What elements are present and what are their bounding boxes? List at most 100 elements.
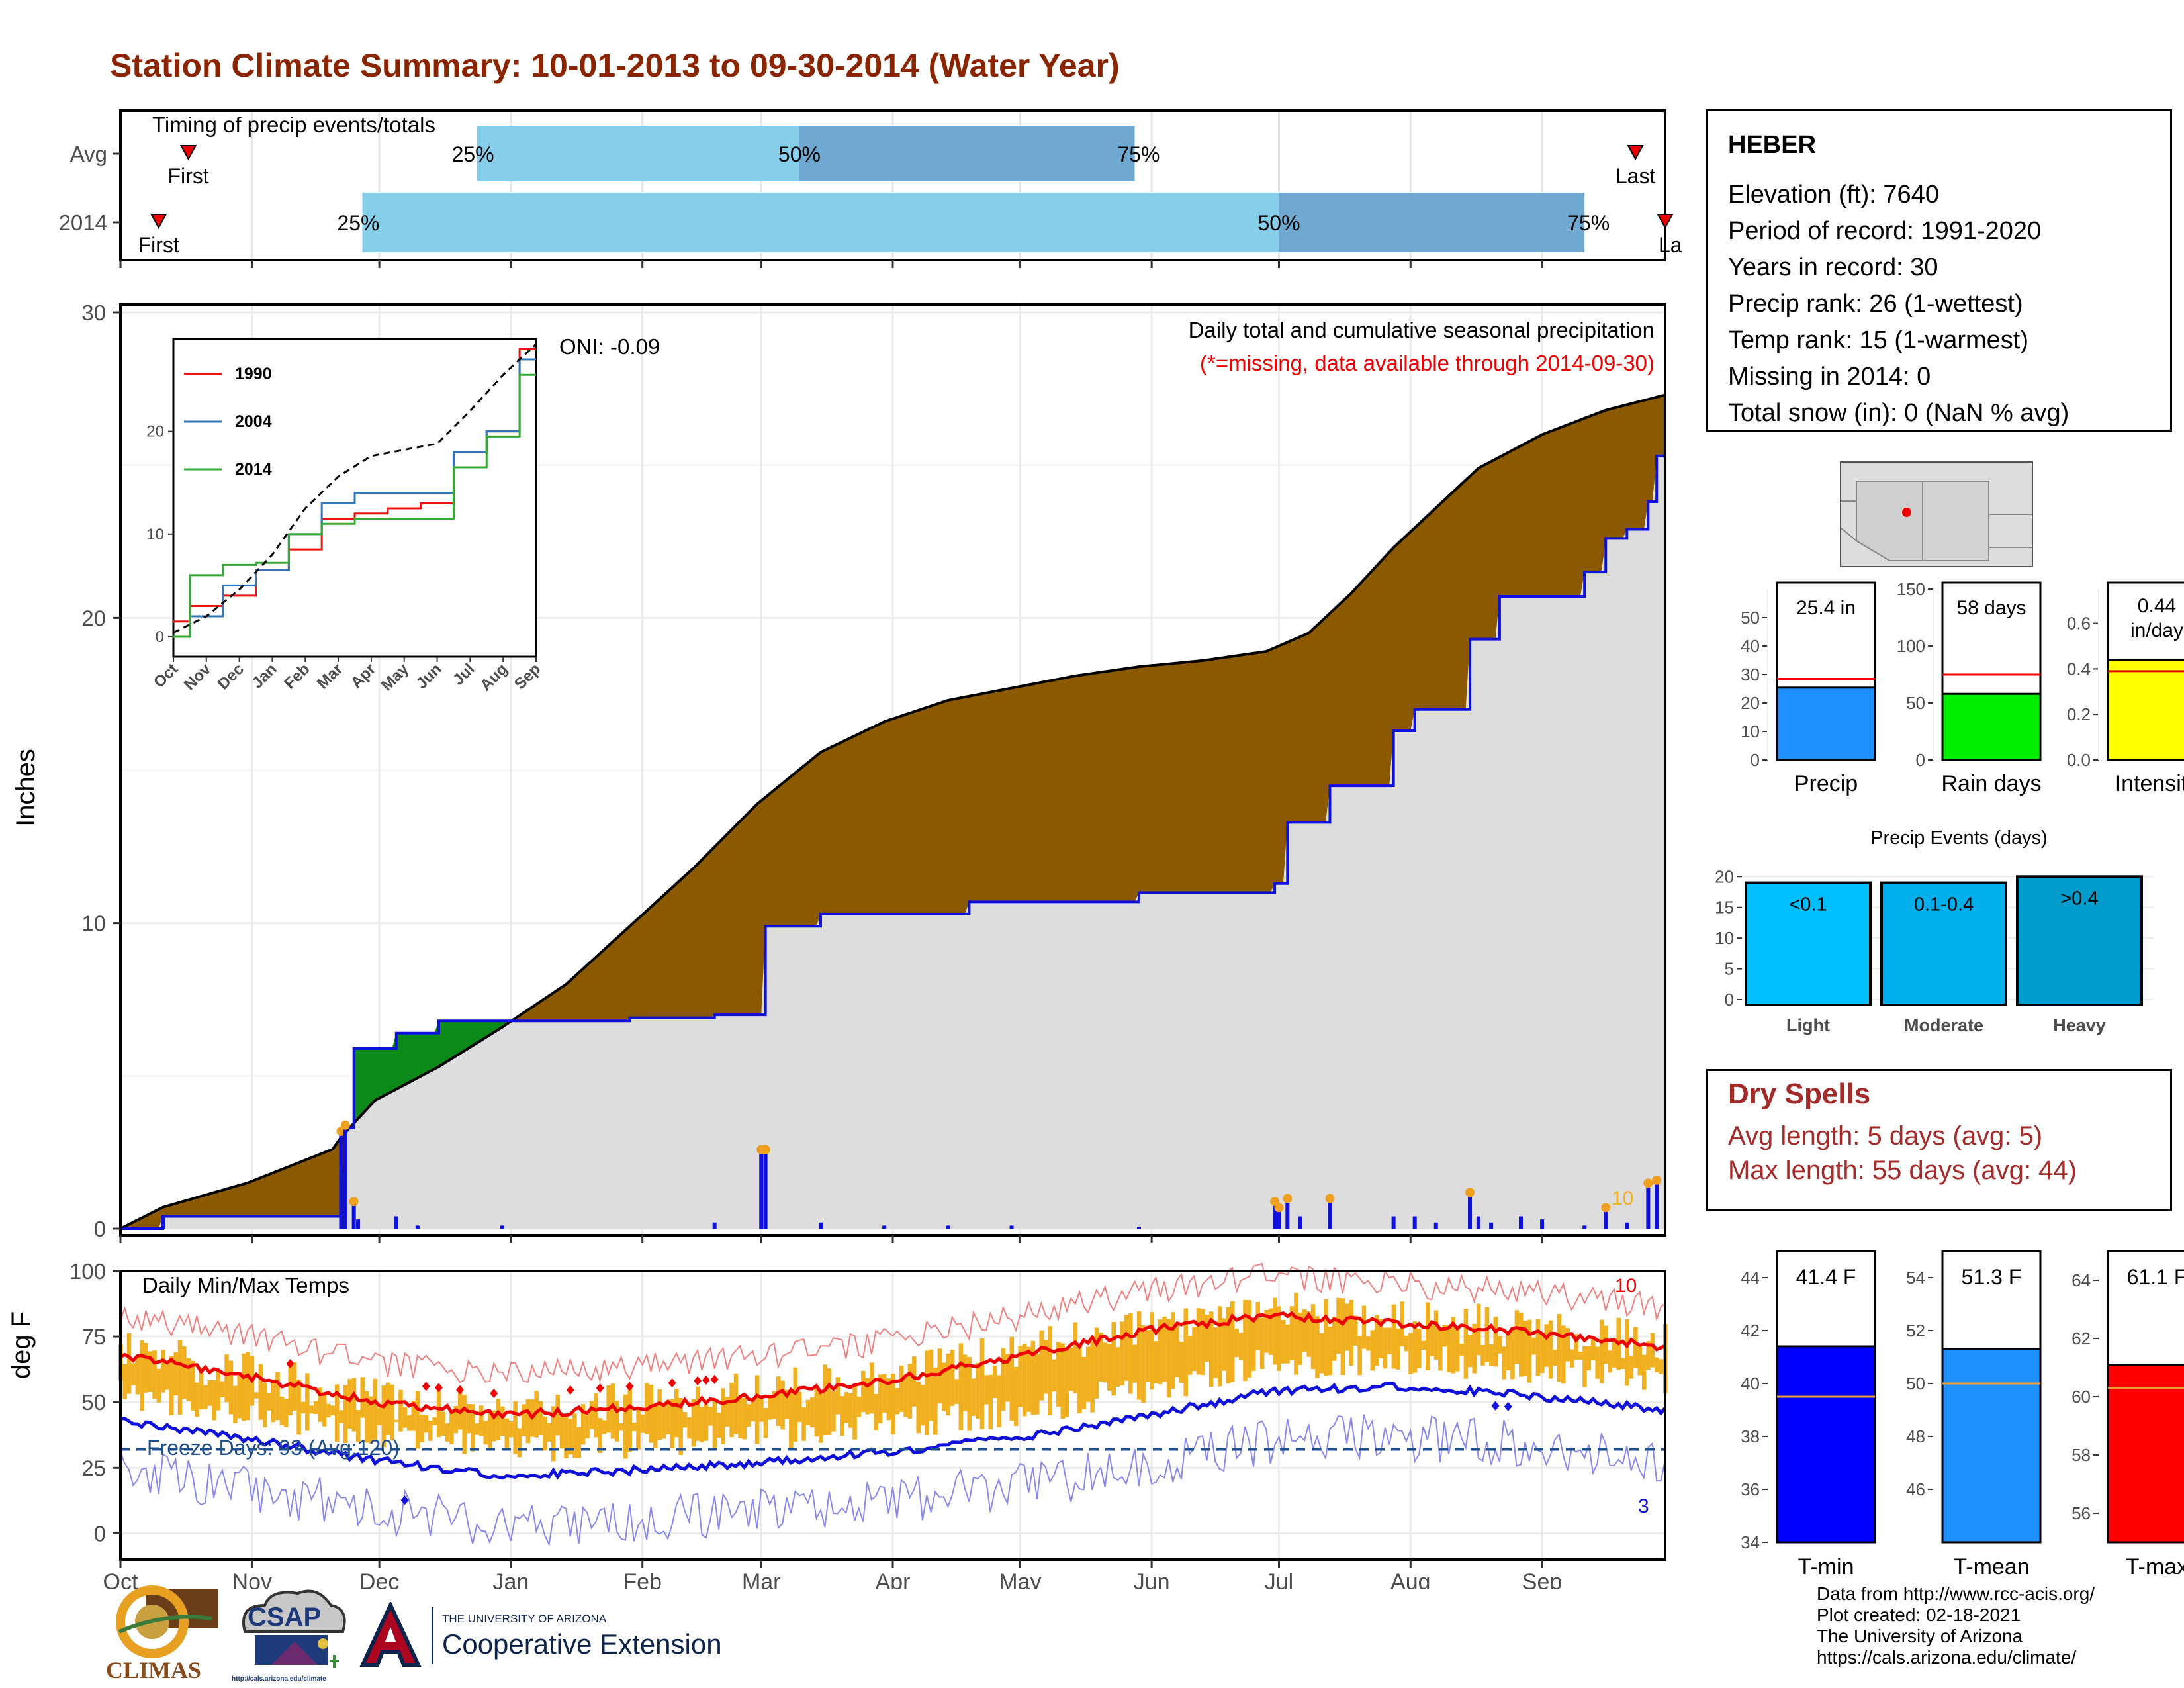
daily-temp-bar (1582, 1346, 1587, 1388)
daily-temp-bar (869, 1362, 874, 1414)
record-precip-marker (1601, 1203, 1611, 1213)
daily-temp-bar (1222, 1318, 1226, 1371)
daily-temp-bar (979, 1338, 985, 1429)
daily-temp-bar (958, 1343, 964, 1430)
daily-temp-bar (1400, 1301, 1404, 1346)
record-high-marker (694, 1376, 702, 1385)
first-event-marker (150, 214, 167, 230)
mini-category-label: Precip (1794, 771, 1858, 796)
daily-temp-bar (704, 1404, 709, 1441)
daily-temp-bar (1183, 1308, 1188, 1397)
record-precip-marker (1465, 1188, 1475, 1197)
daily-temp-bar (1056, 1342, 1061, 1407)
daily-temp-bar (1433, 1310, 1439, 1360)
station-detail-line: Temp rank: 15 (1-warmest) (1728, 326, 2029, 354)
daily-temp-bar (483, 1421, 488, 1445)
daily-temp-bar (131, 1363, 136, 1385)
daily-temp-bar (415, 1391, 420, 1449)
daily-temp-bar (1629, 1355, 1634, 1379)
daily-temp-bar (407, 1415, 412, 1431)
events-title: Precip Events (days) (1870, 827, 2048, 849)
daily-temp-bar (1243, 1299, 1248, 1381)
daily-temp-bar (199, 1367, 204, 1410)
temp-y-tick-label: 50 (81, 1390, 106, 1415)
tbar-y-tick-label: 58 (2071, 1445, 2091, 1465)
daily-temp-bar (462, 1395, 467, 1454)
tbar-y-tick-label: 48 (1906, 1427, 1925, 1446)
daily-temp-bar (233, 1385, 238, 1423)
mini-value-label: 58 days (1956, 597, 2026, 619)
timing-row-label: 2014 (59, 211, 107, 235)
daily-temp-bar (1463, 1309, 1469, 1379)
daily-temp-bar (1264, 1310, 1269, 1353)
tbar-y-tick-label: 60 (2071, 1387, 2091, 1407)
timing-bar-50-75 (799, 126, 1135, 181)
timing-p50-label: 50% (1257, 211, 1300, 235)
inset-x-tick-label: Sep (511, 660, 544, 693)
daily-temp-bar (1073, 1322, 1078, 1393)
daily-temp-bar (1136, 1311, 1142, 1400)
month-label: Aug (1390, 1570, 1431, 1589)
daily-temp-bar (746, 1404, 751, 1427)
daily-temp-bar (1285, 1324, 1290, 1364)
record-precip-marker (1643, 1178, 1653, 1188)
daily-temp-bar (1162, 1316, 1167, 1382)
daily-temp-bar (1208, 1311, 1214, 1387)
daily-temp-bar (373, 1378, 378, 1441)
record-precip-marker (349, 1197, 359, 1207)
daily-temp-bar (988, 1374, 993, 1429)
daily-temp-bar (886, 1378, 891, 1421)
tbar-value-label: 51.3 F (1962, 1265, 2022, 1289)
daily-temp-bar (1646, 1341, 1651, 1370)
daily-temp-bar (733, 1373, 739, 1434)
daily-temp-bar (1001, 1348, 1006, 1411)
daily-temp-bar (1009, 1336, 1015, 1421)
daily-temp-bar (789, 1389, 794, 1448)
daily-temp-bar (1124, 1315, 1129, 1381)
daily-temp-bar (156, 1368, 161, 1403)
daily-temp-bar (976, 1362, 980, 1419)
daily-temp-bar (1357, 1336, 1362, 1376)
daily-temp-bar (300, 1401, 306, 1414)
precip-note-missing: (*=missing, data available through 2014-… (1200, 351, 1655, 375)
daily-temp-bar (453, 1406, 459, 1434)
tbar-value-bar (2107, 1364, 2184, 1544)
daily-temp-bar (1154, 1341, 1159, 1383)
inset-x-tick-label: Dec (214, 660, 248, 693)
daily-temp-bar (169, 1356, 174, 1415)
daily-temp-bar (1294, 1293, 1298, 1375)
daily-precip-bar (356, 1219, 361, 1229)
timing-p25-label: 25% (337, 211, 379, 235)
inset-y-tick-label: 20 (146, 423, 164, 441)
record-precip-marker (1652, 1175, 1662, 1185)
daily-temp-bar (1315, 1316, 1320, 1378)
daily-temp-bar (271, 1380, 276, 1423)
temperature-summary-bars: 34 36 38 40 42 44 41.4 F T-min 46 48 50 52 54 51.3 F T… (1741, 1250, 2184, 1579)
precip-y-tick-label: 10 (81, 912, 106, 936)
precip-chart: 0 10 20 30 Inches Daily total and cumulativ… (11, 301, 1666, 1243)
daily-precip-bar (161, 1216, 165, 1229)
daily-temp-bar (1306, 1311, 1311, 1357)
daily-temp-bar (712, 1400, 717, 1449)
tbar-y-tick-label: 44 (1741, 1268, 1760, 1288)
record-precip-marker (760, 1145, 770, 1154)
climas-emblem-icon (116, 1585, 218, 1658)
daily-temp-bar (1099, 1333, 1103, 1382)
daily-temp-bar (288, 1364, 293, 1416)
avg-max-line (119, 1311, 1666, 1421)
mini-value-label: 25.4 in (1796, 597, 1856, 619)
daily-temp-bar (496, 1399, 501, 1440)
daily-temp-bar (1404, 1335, 1409, 1352)
daily-temp-bar (585, 1414, 590, 1438)
events-y-tick-label: 15 (1715, 898, 1734, 917)
precip-y-label: Inches (11, 749, 40, 827)
tbar-value-label: 61.1 F (2127, 1265, 2184, 1289)
daily-temp-bar (568, 1419, 573, 1455)
daily-temp-bar (475, 1423, 480, 1435)
inset-x-tick-label: Feb (281, 660, 313, 692)
daily-temp-bar (818, 1393, 823, 1443)
daily-temp-bar (1043, 1339, 1048, 1394)
daily-temp-bar (615, 1401, 619, 1442)
tbar-y-tick-label: 50 (1906, 1374, 1925, 1393)
daily-temp-bar (1459, 1344, 1464, 1356)
